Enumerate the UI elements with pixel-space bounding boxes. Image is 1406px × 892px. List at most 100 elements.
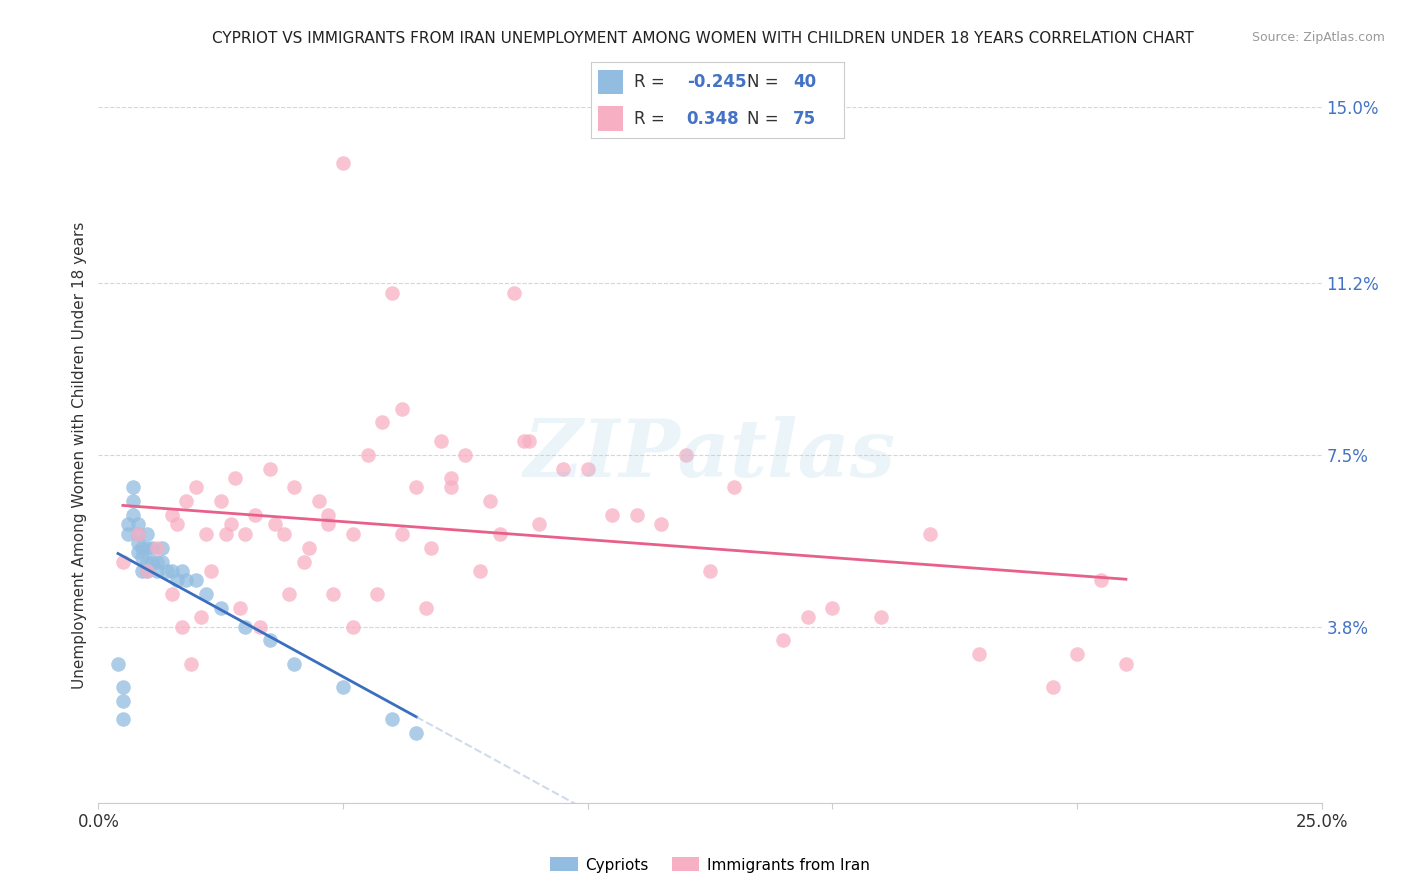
Point <box>342 526 364 541</box>
Point <box>127 536 149 550</box>
Point <box>699 564 721 578</box>
Point <box>723 480 745 494</box>
Point <box>468 564 491 578</box>
Point <box>308 494 330 508</box>
Point <box>318 508 340 523</box>
Point <box>170 619 193 633</box>
Point <box>405 726 427 740</box>
Text: 75: 75 <box>793 110 815 128</box>
Point <box>121 508 143 523</box>
Point <box>371 416 394 430</box>
Point <box>283 480 305 494</box>
Point <box>131 541 153 555</box>
Point <box>381 285 404 300</box>
Point <box>127 526 149 541</box>
Text: CYPRIOT VS IMMIGRANTS FROM IRAN UNEMPLOYMENT AMONG WOMEN WITH CHILDREN UNDER 18 : CYPRIOT VS IMMIGRANTS FROM IRAN UNEMPLOY… <box>212 31 1194 46</box>
Text: 40: 40 <box>793 73 815 91</box>
Point <box>420 541 443 555</box>
Point <box>107 657 129 671</box>
Point <box>195 587 218 601</box>
Point <box>430 434 453 448</box>
Text: 0.348: 0.348 <box>686 110 740 128</box>
Point <box>553 462 575 476</box>
Point <box>117 517 139 532</box>
Point <box>131 549 153 564</box>
Point <box>488 526 510 541</box>
Point <box>127 526 149 541</box>
Point <box>1042 680 1064 694</box>
Point <box>166 517 188 532</box>
Point <box>146 555 169 569</box>
Point <box>136 564 159 578</box>
Point <box>298 541 321 555</box>
Point <box>176 573 198 587</box>
Text: N =: N = <box>748 73 785 91</box>
Point <box>675 448 697 462</box>
Y-axis label: Unemployment Among Women with Children Under 18 years: Unemployment Among Women with Children U… <box>72 221 87 689</box>
Point <box>920 526 942 541</box>
Point <box>160 587 183 601</box>
Point <box>136 526 159 541</box>
Point <box>127 517 149 532</box>
Point <box>136 564 159 578</box>
Point <box>150 555 173 569</box>
Point <box>366 587 388 601</box>
Point <box>170 564 193 578</box>
Point <box>454 448 477 462</box>
Point <box>195 526 218 541</box>
Point <box>391 526 413 541</box>
Point <box>292 555 315 569</box>
Point <box>160 508 183 523</box>
Point <box>229 601 252 615</box>
Point <box>332 680 354 694</box>
Point <box>243 508 266 523</box>
Point <box>136 555 159 569</box>
Point <box>415 601 437 615</box>
Point <box>209 601 232 615</box>
Point <box>233 619 256 633</box>
Point <box>180 657 202 671</box>
Text: R =: R = <box>634 73 669 91</box>
Point <box>186 480 208 494</box>
Point <box>273 526 295 541</box>
Point <box>322 587 344 601</box>
Point <box>405 480 427 494</box>
Bar <box>598 70 623 95</box>
Point <box>278 587 301 601</box>
Point <box>176 494 198 508</box>
Point <box>503 285 526 300</box>
Point <box>146 541 169 555</box>
Point <box>150 541 173 555</box>
Point <box>186 573 208 587</box>
Point <box>356 448 378 462</box>
Point <box>224 471 246 485</box>
Point <box>131 564 153 578</box>
Point <box>249 619 271 633</box>
Point <box>332 155 354 169</box>
Point <box>870 610 893 624</box>
Legend: Cypriots, Immigrants from Iran: Cypriots, Immigrants from Iran <box>544 851 876 879</box>
Text: -0.245: -0.245 <box>686 73 747 91</box>
Point <box>156 564 179 578</box>
Point <box>576 462 599 476</box>
Point <box>121 480 143 494</box>
Point <box>219 517 242 532</box>
Point <box>1090 573 1112 587</box>
Point <box>117 526 139 541</box>
Point <box>111 680 134 694</box>
Point <box>650 517 672 532</box>
Point <box>517 434 540 448</box>
Point <box>233 526 256 541</box>
Point <box>600 508 623 523</box>
Point <box>209 494 232 508</box>
Point <box>513 434 536 448</box>
Point <box>127 545 149 559</box>
Point <box>214 526 236 541</box>
Text: N =: N = <box>748 110 785 128</box>
Point <box>283 657 305 671</box>
Point <box>190 610 212 624</box>
Point <box>200 564 222 578</box>
Text: R =: R = <box>634 110 675 128</box>
Point <box>318 517 340 532</box>
Point <box>259 633 281 648</box>
